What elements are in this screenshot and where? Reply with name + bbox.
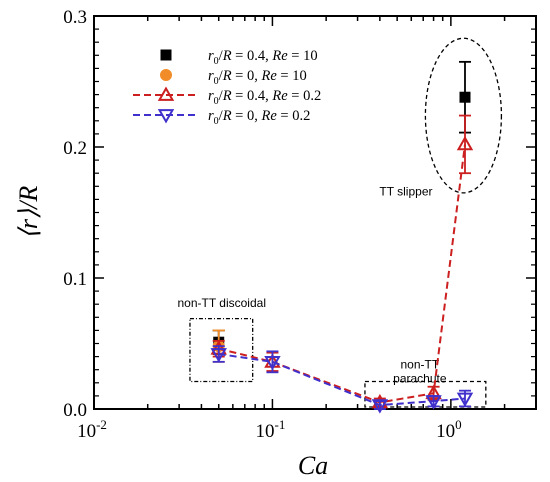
legend-label-part: = 10 [277,68,307,84]
series-group [210,60,474,414]
annotations-group: TT slipper non-TT discoidal non-TTparachut… [178,37,503,408]
legend-label-part: = 0.2 [288,88,322,104]
ann-non-tt-discoidal-outline [189,317,254,383]
legend-label-part: r [208,88,214,104]
x-tick-label: 10-1 [256,417,286,442]
x-tick-label-exp: 0 [455,417,462,432]
data-point [459,91,471,103]
x-tick-label-base: 10 [256,421,275,442]
x-tick-label-exp: -1 [275,417,286,432]
legend-label-part: = 0.4, [232,48,273,64]
legend-marker [160,69,172,81]
ann-non-tt-parachute-label: non-TT [400,357,439,371]
ann-tt-slipper-label: TT slipper [379,184,432,198]
legend-label: r0/R = 0, Re = 10 [208,68,307,87]
legend-label-part: r [208,68,214,84]
legend-label-part: R [222,48,232,64]
legend-label-part: r [208,48,214,64]
legend-label-part: Re [271,48,288,64]
data-point [425,395,442,410]
legend-marker [160,49,172,61]
data-point [210,348,227,363]
series-3 [210,345,474,414]
y-tick-label: 0.3 [63,7,87,28]
legend-item-2: r0/R = 0.4, Re = 0.2 [133,86,321,107]
legend-label-part: / [219,108,224,124]
y-tick-label: 0.1 [63,269,87,290]
legend-label-part: 0 [214,76,219,87]
legend-label-part: 0 [214,116,219,127]
axes-group [93,15,537,410]
legend-label-part: R [222,88,232,104]
ann-non-tt-discoidal-label: non-TT discoidal [178,296,267,310]
legend-label-part: 0 [214,56,219,67]
legend-marker [157,86,175,101]
legend-label-part: = 0, [232,68,262,84]
data-point [264,355,281,371]
legend-label-part: = 10 [288,48,318,64]
legend-marker [157,109,175,124]
legend-label-part: r [208,108,214,124]
legend-label-part: R [222,108,232,124]
y-tick-label: 0.2 [63,138,87,159]
x-tick-label: 100 [436,417,462,442]
ann-non-tt-parachute-outline [364,380,487,408]
y-axis-title: ⟨r⟩/R [14,186,43,240]
legend-label-part: / [219,68,224,84]
legend-label-part: Re [271,88,288,104]
x-tick-label-base: 10 [77,421,96,442]
legend-item-0: r0/R = 0.4, Re = 10 [160,48,318,67]
data-point [456,135,474,151]
y-tick-label: 0.0 [63,400,87,421]
legend-label-part: Re [260,68,277,84]
x-tick-label-base: 10 [436,421,455,442]
x-tick-label-exp: -2 [96,417,107,432]
legend-label-part: Re [260,108,277,124]
series-0 [212,60,471,355]
legend-label-part: = 0.2 [277,108,311,124]
legend-label-part: = 0, [232,108,262,124]
ann-non-tt-parachute-label: parachute [393,371,447,385]
legend-label-part: 0 [214,96,219,107]
x-tick-label: 10-2 [77,417,107,442]
legend-label: r0/R = 0.4, Re = 0.2 [208,88,321,107]
legend-label: r0/R = 0.4, Re = 10 [208,48,318,67]
x-axis-title: Ca [298,451,328,480]
legend-item-1: r0/R = 0, Re = 10 [160,68,307,87]
ann-tt-slipper-outline [424,37,503,194]
legend-label: r0/R = 0, Re = 0.2 [208,108,310,127]
legend-label-part: = 0.4, [232,88,273,104]
legend-label-part: R [222,68,232,84]
legend-label-part: / [219,48,224,64]
data-point [371,399,389,414]
legend-item-3: r0/R = 0, Re = 0.2 [133,108,310,127]
data-point [456,392,474,408]
legend-label-part: / [219,88,224,104]
